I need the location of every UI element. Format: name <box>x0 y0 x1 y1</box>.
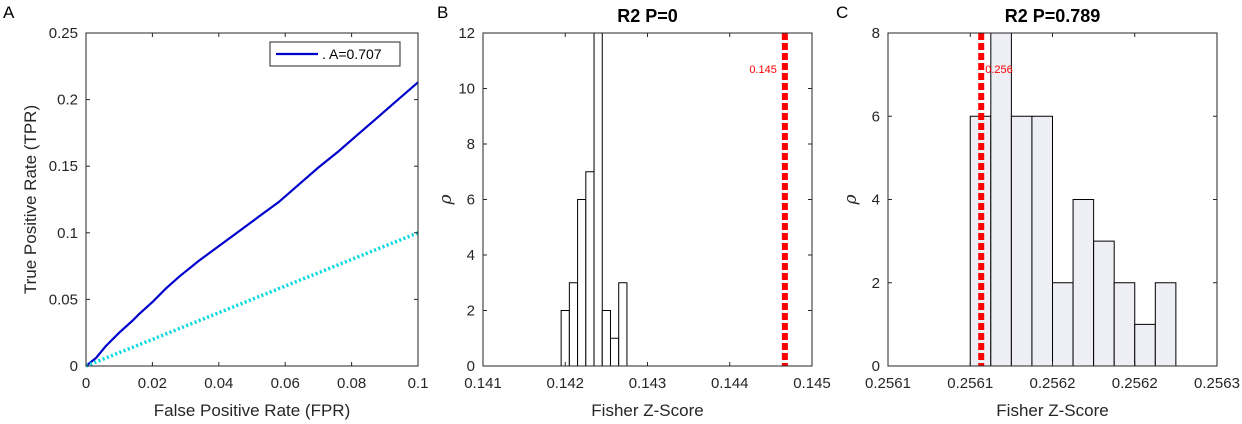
x-tick-label: 0.2563 <box>1194 375 1240 392</box>
histogram-bar <box>593 32 603 367</box>
y-tick-label: 12 <box>458 25 475 42</box>
y-tick-label: 0 <box>467 358 475 375</box>
x-tick-label: 0.2562 <box>1030 375 1076 392</box>
histogram-bar <box>560 310 570 367</box>
y-axis-label: ρ <box>841 195 861 206</box>
plot-area <box>86 33 418 366</box>
x-tick-label: 0.2561 <box>947 375 993 392</box>
y-tick-label: 0.05 <box>49 291 78 308</box>
y-axis-label: ρ <box>436 195 456 206</box>
x-tick-label: 0.142 <box>546 375 584 392</box>
x-tick-label: 0.2561 <box>865 375 911 392</box>
histogram-bar <box>1154 282 1177 367</box>
y-tick-label: 0 <box>872 358 880 375</box>
x-tick-label: 0.2562 <box>1112 375 1158 392</box>
y-tick-label: 0.15 <box>49 158 78 175</box>
histogram-bar <box>577 199 587 367</box>
y-tick-label: 0 <box>70 358 78 375</box>
x-axis-label: Fisher Z-Score <box>591 401 703 420</box>
x-tick-label: 0 <box>82 375 90 392</box>
histogram-bar <box>585 171 595 367</box>
y-axis-label: True Positive Rate (TPR) <box>21 105 40 294</box>
histogram-bar <box>568 282 579 367</box>
series-line-0 <box>85 81 419 367</box>
histogram-bar <box>1052 282 1074 367</box>
y-tick-label: 10 <box>458 81 475 98</box>
x-axis-label: Fisher Z-Score <box>996 401 1108 420</box>
y-tick-label: 2 <box>467 303 475 320</box>
histogram-bar <box>1113 282 1136 367</box>
x-axis-label: False Positive Rate (FPR) <box>154 401 351 420</box>
chart-title: R2 P=0 <box>617 6 678 26</box>
histogram-bar <box>1072 199 1095 367</box>
series-line-1 <box>85 231 419 368</box>
y-tick-label: 2 <box>872 275 880 292</box>
x-tick-label: 0.1 <box>408 375 429 392</box>
histogram-bar <box>990 32 1012 367</box>
histogram-bar <box>618 282 628 367</box>
chart-title: R2 P=0.789 <box>1005 6 1101 26</box>
axes-frame <box>85 32 419 367</box>
x-tick-label: 0.144 <box>711 375 749 392</box>
x-tick-label: 0.02 <box>138 375 167 392</box>
panel-label: A <box>3 3 15 22</box>
panel-label: C <box>836 3 848 22</box>
x-tick-label: 0.04 <box>204 375 233 392</box>
x-tick-label: 0.08 <box>337 375 366 392</box>
histogram-bar <box>601 310 611 367</box>
histogram-bar <box>1010 115 1033 367</box>
y-tick-label: 4 <box>872 192 880 209</box>
histogram-bar <box>1031 115 1053 367</box>
histogram-bar <box>1134 323 1156 367</box>
y-tick-label: 4 <box>467 247 475 264</box>
threshold-label: 0.256 <box>985 64 1013 76</box>
y-tick-label: 0.1 <box>57 225 78 242</box>
y-tick-label: 6 <box>872 108 880 125</box>
y-tick-label: 0.2 <box>57 92 78 109</box>
histogram-bar <box>1093 240 1115 367</box>
histogram-bar <box>609 337 620 367</box>
y-tick-label: 8 <box>872 25 880 42</box>
plot-area <box>483 33 812 366</box>
y-tick-label: 6 <box>467 192 475 209</box>
x-tick-label: 0.145 <box>793 375 831 392</box>
legend-entry: . A=0.707 <box>322 46 382 62</box>
x-tick-label: 0.141 <box>464 375 502 392</box>
y-tick-label: 8 <box>467 136 475 153</box>
y-tick-label: 0.25 <box>49 25 78 42</box>
x-tick-label: 0.06 <box>271 375 300 392</box>
x-tick-label: 0.143 <box>629 375 667 392</box>
threshold-label: 0.145 <box>749 64 777 76</box>
panel-label: B <box>437 3 448 22</box>
